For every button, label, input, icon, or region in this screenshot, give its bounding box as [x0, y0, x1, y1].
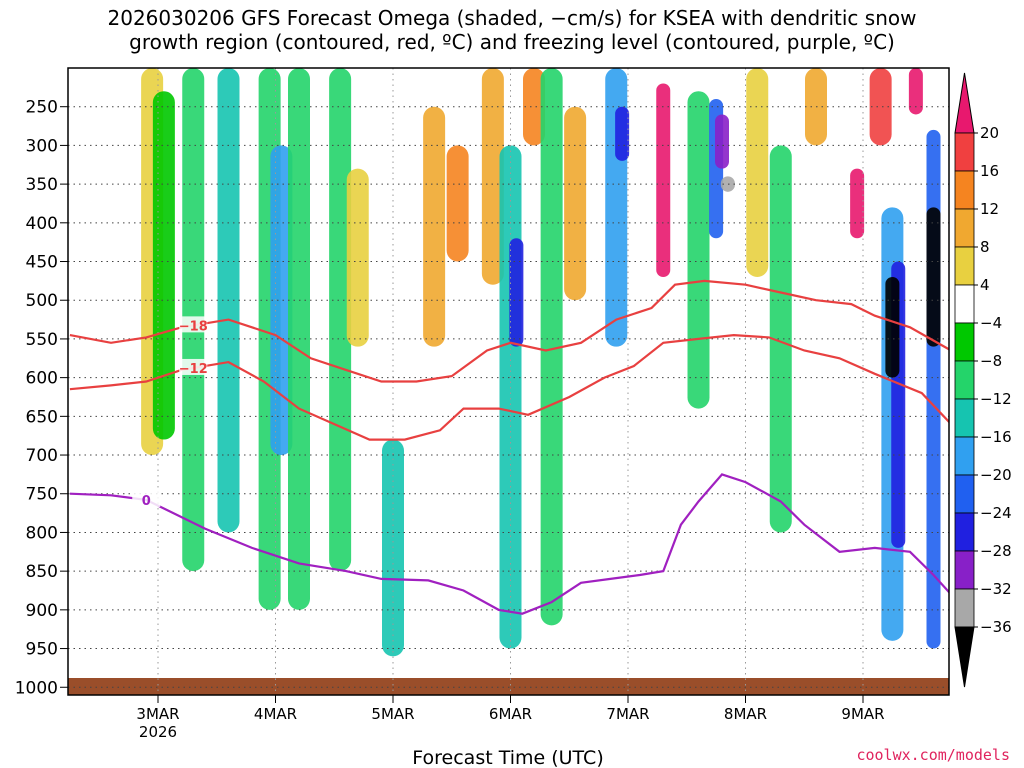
x-tick-label: 8MAR [724, 705, 767, 723]
omega-blob [615, 106, 630, 161]
omega-blob [769, 145, 792, 533]
contour-line [69, 333, 949, 441]
omega-blob [540, 68, 563, 626]
y-tick-label: 900 [26, 601, 58, 621]
colorbar-label: −32 [980, 580, 1012, 598]
omega-blob [885, 277, 900, 378]
x-tick-label: 3MAR [136, 705, 179, 723]
colorbar-label: −12 [980, 390, 1012, 408]
y-tick-label: 650 [26, 407, 58, 427]
colorbar-label: 12 [980, 200, 999, 218]
chart-title-line-1: 2026030206 GFS Forecast Omega (shaded, −… [107, 6, 917, 30]
plot-area: −18 −12 0 [67, 67, 950, 696]
omega-blob [329, 68, 352, 572]
omega-blob [656, 83, 671, 278]
omega-blob [446, 145, 469, 262]
x-tick-label: 7MAR [606, 705, 649, 723]
y-tick-label: 950 [26, 640, 58, 660]
omega-blob [850, 168, 865, 239]
colorbar: 20 16 12 8 4 −4 −8 −12 −16 −20 −24 −28 −32 −36 [954, 72, 1012, 688]
y-tick-label: 450 [26, 253, 58, 273]
y-tick-label: 700 [26, 446, 58, 466]
omega-blob [687, 91, 710, 409]
colorbar-swatch [954, 284, 975, 324]
colorbar-swatch [954, 360, 975, 400]
y-tick-label: 250 [26, 98, 58, 118]
omega-blob [926, 207, 941, 347]
omega-blob [423, 106, 446, 347]
colorbar-swatch [954, 170, 975, 210]
colorbar-swatch [954, 512, 975, 552]
omega-blob [564, 106, 587, 301]
y-tick-label: 400 [26, 214, 58, 234]
contour-label-bg [179, 358, 208, 375]
colorbar-label: −20 [980, 466, 1012, 484]
y-tick-label: 300 [26, 136, 58, 156]
omega-blob [523, 68, 545, 146]
colorbar-swatch [954, 322, 975, 362]
y-tick-label: 500 [26, 291, 58, 311]
omega-blob [346, 168, 369, 347]
colorbar-label: −36 [980, 618, 1012, 636]
colorbar-label: −16 [980, 428, 1012, 446]
colorbar-arrow-top [954, 72, 975, 134]
colorbar-label: 20 [980, 124, 999, 142]
colorbar-swatch [954, 436, 975, 476]
contour-label: −18 [179, 319, 208, 334]
omega-blob [715, 114, 729, 169]
x-tick-label: 5MAR [371, 705, 414, 723]
omega-blob [720, 176, 735, 192]
colorbar-swatch [954, 550, 975, 590]
colorbar-label: 4 [980, 276, 990, 294]
y-tick-label: 350 [26, 175, 58, 195]
x-tick-label: 4MAR [254, 705, 297, 723]
contour-label: −12 [179, 362, 208, 377]
colorbar-swatch [954, 588, 975, 628]
contour-lines: −18 −12 0 [69, 279, 949, 615]
omega-blob [746, 68, 769, 277]
y-tick-label: 550 [26, 330, 58, 350]
colorbar-swatch [954, 398, 975, 438]
colorbar-swatch [954, 208, 975, 248]
x-axis-label: Forecast Time (UTC) [412, 747, 603, 768]
contour-label-bg [132, 490, 161, 507]
colorbar-label: −8 [980, 352, 1002, 370]
contour-label-bg [179, 316, 208, 333]
contour-line [69, 279, 949, 383]
colorbar-swatch [954, 132, 975, 172]
y-tick-label: 1000 [15, 678, 58, 698]
omega-blob [509, 238, 524, 347]
contour-label: 0 [142, 494, 151, 509]
x-tick-label: 6MAR [489, 705, 532, 723]
colorbar-swatch [954, 246, 975, 286]
colorbar-label: −24 [980, 504, 1012, 522]
chart-title-line-2: growth region (contoured, red, ºC) and f… [129, 30, 895, 54]
plot-frame [67, 67, 950, 696]
colorbar-label: −4 [980, 314, 1002, 332]
contour-line [69, 473, 949, 615]
x-tick-sublabel: 2026 [139, 723, 177, 741]
y-axis: 250 300 350 400 450 500 550 600 650 700 750 800 850 9… [15, 98, 68, 698]
colorbar-swatch [954, 474, 975, 514]
omega-blob [481, 68, 504, 285]
omega-blob [869, 68, 892, 146]
colorbar-label: −28 [980, 542, 1012, 560]
y-tick-label: 850 [26, 562, 58, 582]
colorbar-arrow-bottom [954, 626, 975, 688]
omega-blob [908, 68, 923, 115]
x-tick-label: 9MAR [841, 705, 884, 723]
omega-blob [499, 145, 522, 649]
credit-text: coolwx.com/models [856, 746, 1010, 764]
colorbar-label: 8 [980, 238, 990, 256]
omega-blob [152, 91, 175, 440]
colorbar-label: 16 [980, 162, 999, 180]
y-tick-label: 600 [26, 369, 58, 389]
y-tick-label: 800 [26, 523, 58, 543]
ground-surface [68, 678, 949, 695]
y-tick-label: 750 [26, 485, 58, 505]
